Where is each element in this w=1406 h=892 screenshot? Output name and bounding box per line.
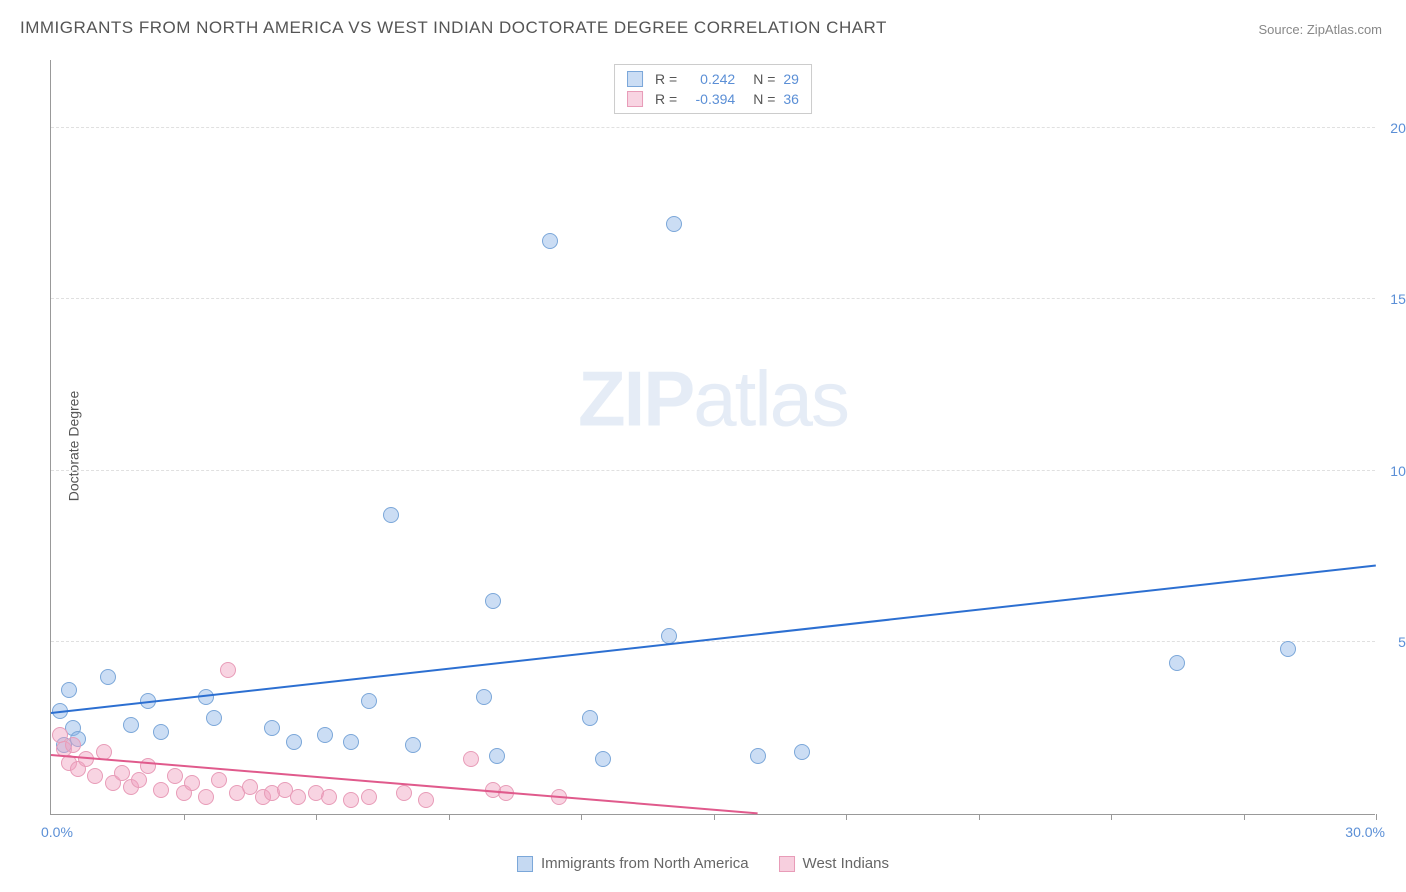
gridline — [51, 641, 1375, 642]
data-point — [206, 710, 222, 726]
legend-swatch — [627, 71, 643, 87]
x-tick — [846, 814, 847, 820]
data-point — [61, 682, 77, 698]
legend-series-label: Immigrants from North America — [541, 855, 749, 872]
data-point — [405, 737, 421, 753]
gridline — [51, 298, 1375, 299]
data-point — [361, 693, 377, 709]
data-point — [290, 789, 306, 805]
data-point — [123, 717, 139, 733]
data-point — [582, 710, 598, 726]
x-tick — [979, 814, 980, 820]
data-point — [153, 782, 169, 798]
n-label: N = — [753, 91, 775, 107]
x-tick — [449, 814, 450, 820]
watermark: ZIPatlas — [578, 354, 848, 445]
data-point — [418, 792, 434, 808]
data-point — [211, 772, 227, 788]
legend-correlation-row: R = 0.242 N = 29 — [627, 69, 799, 89]
x-tick — [1111, 814, 1112, 820]
source-attribution: Source: ZipAtlas.com — [1258, 22, 1382, 37]
x-max-label: 30.0% — [1345, 824, 1385, 840]
data-point — [87, 768, 103, 784]
x-tick — [316, 814, 317, 820]
x-tick — [1376, 814, 1377, 820]
r-label: R = — [655, 91, 677, 107]
data-point — [198, 789, 214, 805]
x-tick — [581, 814, 582, 820]
gridline — [51, 127, 1375, 128]
legend-series-item: Immigrants from North America — [517, 855, 749, 872]
gridline — [51, 470, 1375, 471]
data-point — [463, 751, 479, 767]
data-point — [661, 628, 677, 644]
data-point — [489, 748, 505, 764]
data-point — [167, 768, 183, 784]
data-point — [542, 233, 558, 249]
y-tick-label: 20.0% — [1380, 120, 1406, 136]
data-point — [286, 734, 302, 750]
data-point — [184, 775, 200, 791]
data-point — [396, 785, 412, 801]
legend-correlation-row: R = -0.394 N = 36 — [627, 89, 799, 109]
data-point — [65, 737, 81, 753]
data-point — [476, 689, 492, 705]
data-point — [750, 748, 766, 764]
data-point — [794, 744, 810, 760]
data-point — [485, 593, 501, 609]
data-point — [343, 792, 359, 808]
n-value: 36 — [783, 91, 799, 107]
data-point — [100, 669, 116, 685]
legend-series-item: West Indians — [779, 855, 889, 872]
legend-series-label: West Indians — [803, 855, 889, 872]
data-point — [140, 758, 156, 774]
data-point — [343, 734, 359, 750]
legend-swatch — [627, 91, 643, 107]
data-point — [383, 507, 399, 523]
data-point — [321, 789, 337, 805]
data-point — [1169, 655, 1185, 671]
scatter-chart: ZIPatlas R =0.242N =29R =-0.394N =36 0.0… — [50, 60, 1375, 815]
y-tick-label: 10.0% — [1380, 463, 1406, 479]
y-tick-label: 5.0% — [1380, 634, 1406, 650]
data-point — [361, 789, 377, 805]
legend-swatch — [779, 856, 795, 872]
r-value: 0.242 — [685, 71, 735, 87]
r-label: R = — [655, 71, 677, 87]
x-origin-label: 0.0% — [41, 824, 73, 840]
correlation-legend: R = 0.242 N = 29 R = -0.394 N = 36 — [614, 64, 812, 114]
x-tick — [1244, 814, 1245, 820]
y-tick-label: 15.0% — [1380, 291, 1406, 307]
data-point — [595, 751, 611, 767]
trend-line — [51, 565, 1376, 715]
data-point — [666, 216, 682, 232]
x-tick — [714, 814, 715, 820]
data-point — [1280, 641, 1296, 657]
chart-title: IMMIGRANTS FROM NORTH AMERICA VS WEST IN… — [20, 18, 887, 38]
legend-swatch — [517, 856, 533, 872]
data-point — [264, 720, 280, 736]
r-value: -0.394 — [685, 91, 735, 107]
n-value: 29 — [783, 71, 799, 87]
data-point — [153, 724, 169, 740]
n-label: N = — [753, 71, 775, 87]
series-legend: Immigrants from North America West Indian… — [517, 855, 889, 872]
x-tick — [184, 814, 185, 820]
data-point — [131, 772, 147, 788]
data-point — [220, 662, 236, 678]
data-point — [317, 727, 333, 743]
